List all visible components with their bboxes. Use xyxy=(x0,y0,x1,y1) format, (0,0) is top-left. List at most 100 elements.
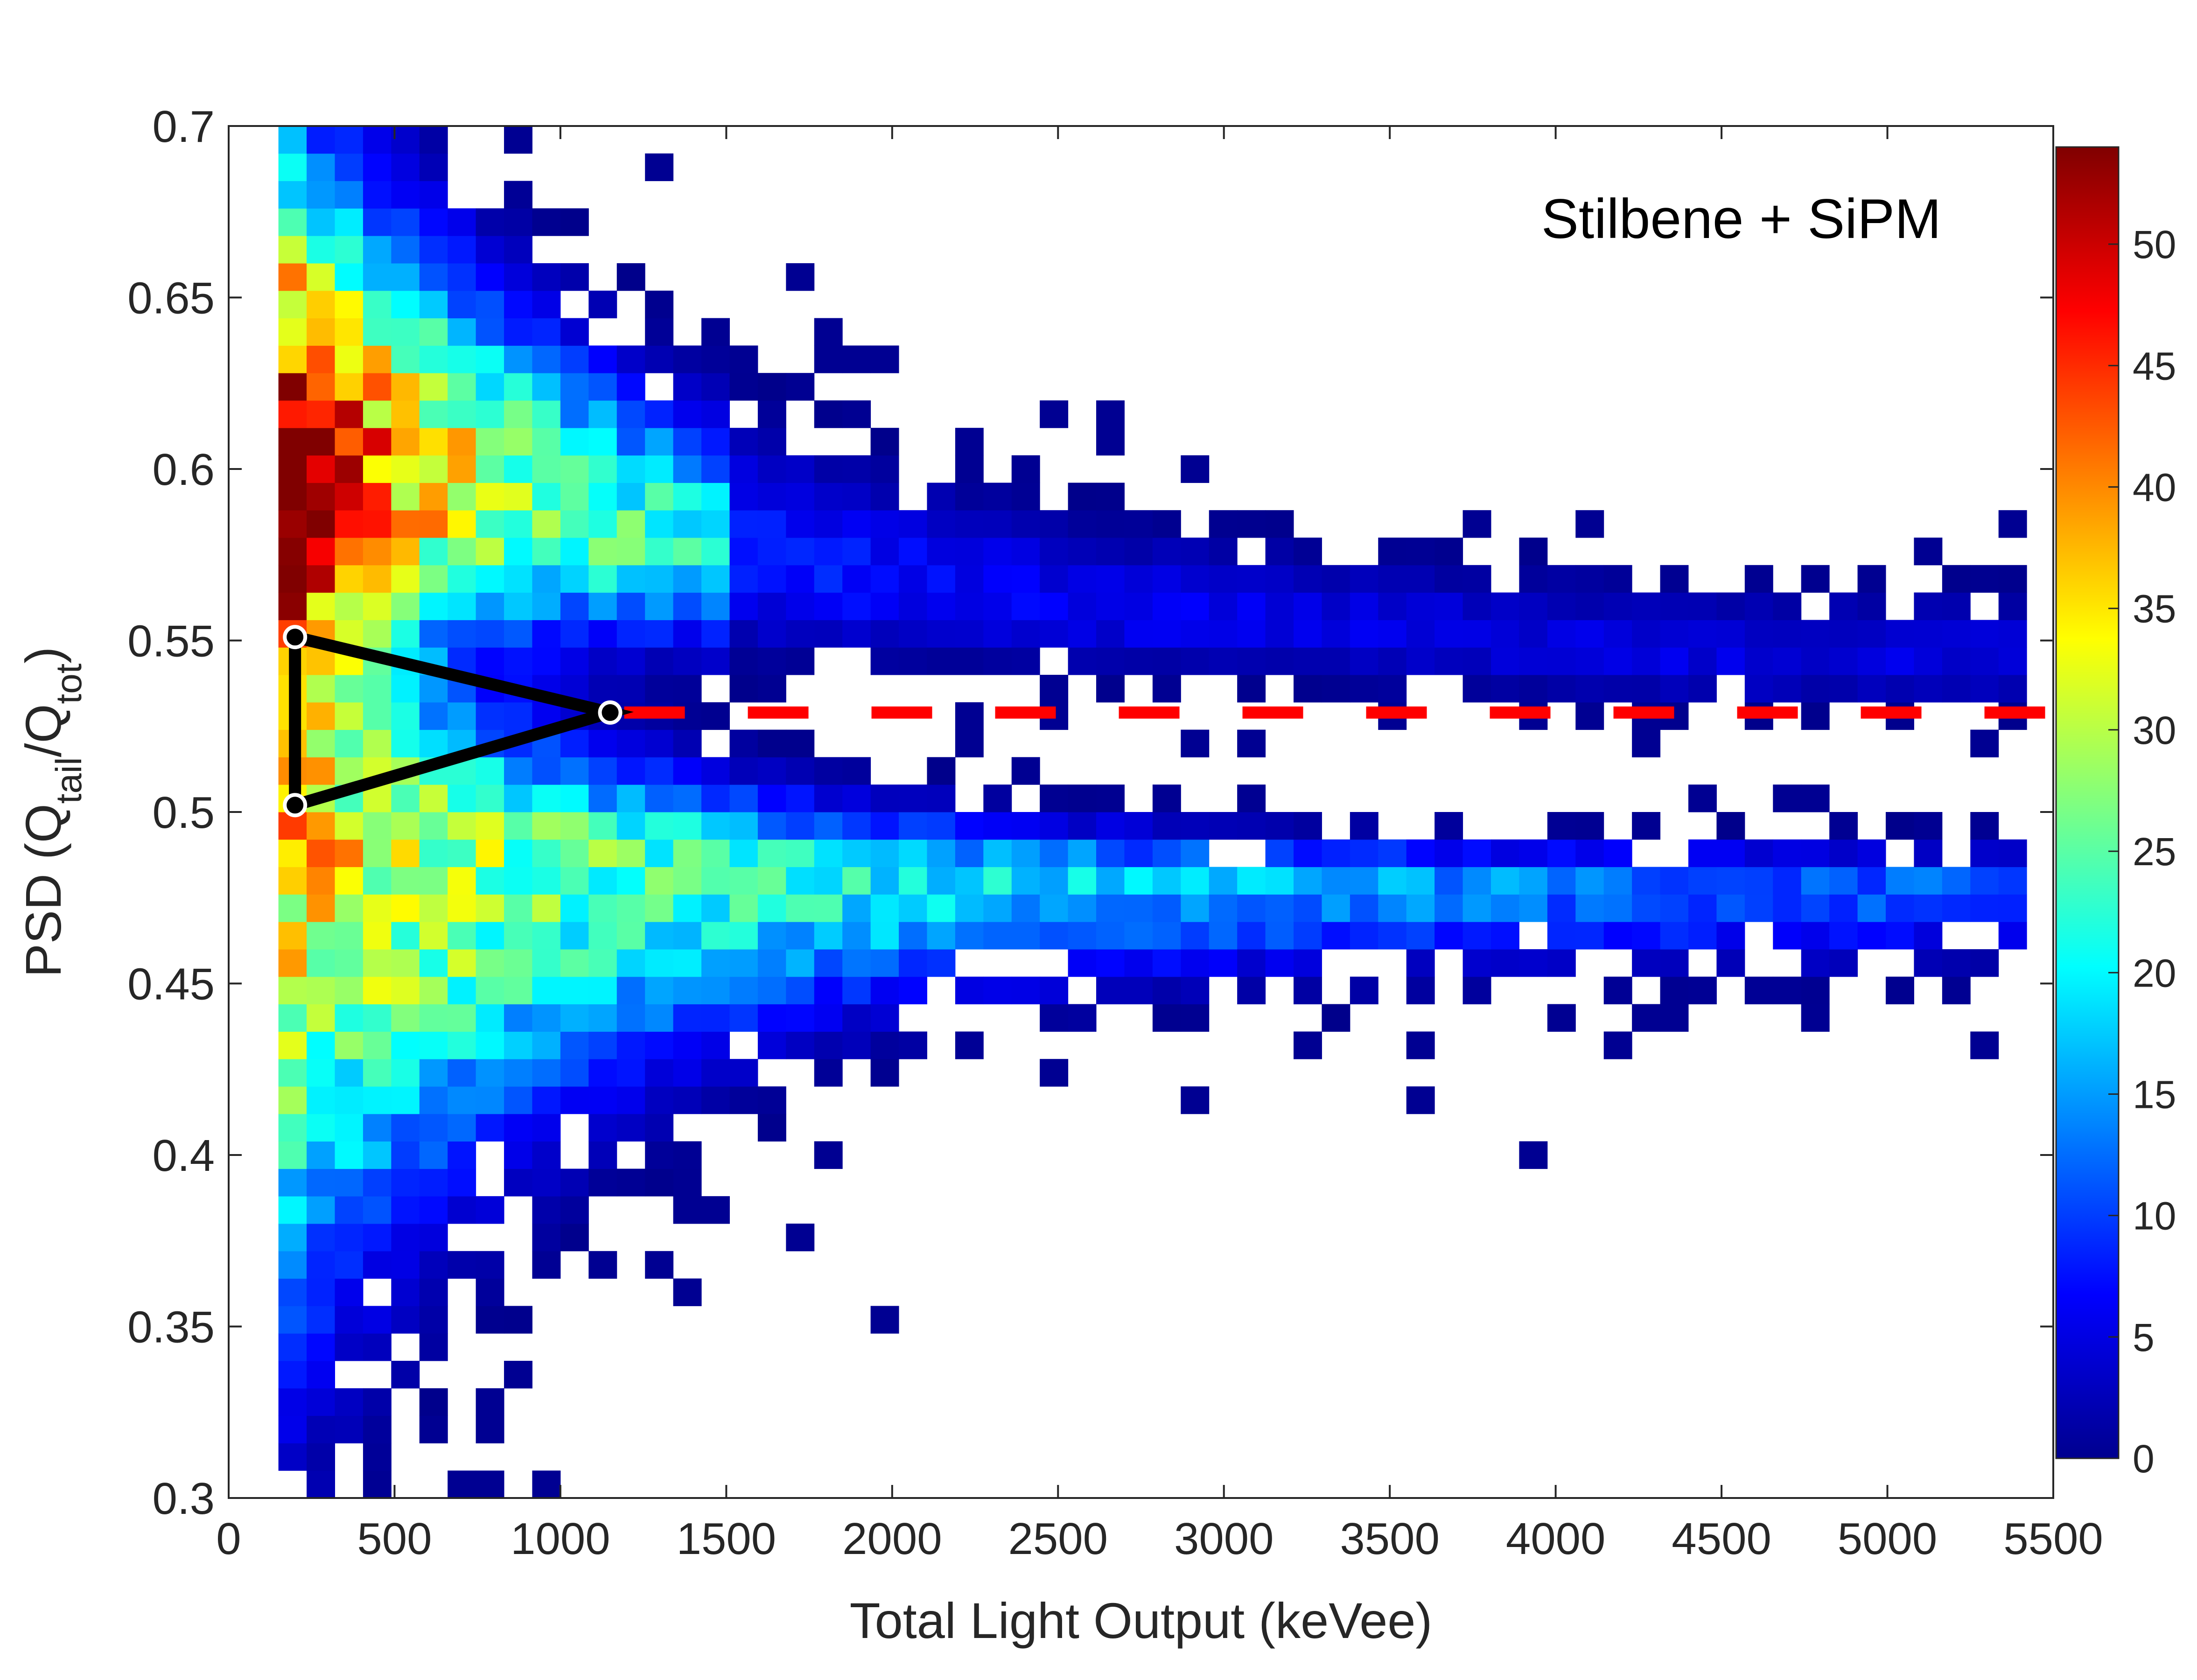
heatmap-bin xyxy=(899,565,927,593)
heatmap-bin xyxy=(870,867,899,895)
heatmap-bin xyxy=(1857,565,1886,593)
heatmap-bin xyxy=(645,345,674,373)
colorbar-tick-label: 0 xyxy=(2133,1437,2155,1481)
heatmap-bin xyxy=(1801,894,1830,922)
heatmap-bin xyxy=(1265,839,1294,868)
heatmap-bin xyxy=(560,922,589,950)
heatmap-bin xyxy=(532,757,561,785)
heatmap-bin xyxy=(1265,949,1294,977)
triangle-vertex xyxy=(283,793,308,818)
heatmap-bin xyxy=(560,1086,589,1114)
heatmap-bin xyxy=(363,208,392,236)
heatmap-bin xyxy=(1716,647,1745,675)
heatmap-bin xyxy=(616,510,645,538)
heatmap-bin xyxy=(899,894,927,922)
heatmap-bin xyxy=(701,702,730,730)
heatmap-bin xyxy=(476,1196,504,1224)
heatmap-bin xyxy=(1294,620,1322,648)
heatmap-bin xyxy=(645,592,674,620)
heatmap-bin xyxy=(1462,510,1491,538)
heatmap-bin xyxy=(814,345,843,373)
heatmap-bin xyxy=(1068,894,1097,922)
heatmap-bin xyxy=(419,1224,448,1252)
heatmap-bin xyxy=(1322,922,1350,950)
heatmap-bin xyxy=(786,922,815,950)
heatmap-bin xyxy=(335,538,364,566)
heatmap-bin xyxy=(1068,922,1097,950)
heatmap-bin xyxy=(532,592,561,620)
heatmap-bin xyxy=(307,373,335,401)
heatmap-bin xyxy=(448,483,476,511)
heatmap-bin xyxy=(1181,538,1210,566)
heatmap-bin xyxy=(757,455,786,483)
heatmap-bin xyxy=(645,290,674,319)
heatmap-bin xyxy=(1068,1004,1097,1032)
heatmap-bin xyxy=(307,894,335,922)
heatmap-bin xyxy=(1914,839,1943,868)
colorbar-tick-label: 15 xyxy=(2133,1072,2176,1116)
heatmap-bin xyxy=(1011,510,1040,538)
heatmap-bin xyxy=(363,1415,392,1443)
heatmap-bin xyxy=(1575,702,1604,730)
heatmap-bin xyxy=(363,538,392,566)
heatmap-bin xyxy=(335,976,364,1005)
heatmap-bin xyxy=(1773,675,1802,703)
heatmap-bin xyxy=(673,345,702,373)
heatmap-bin xyxy=(391,181,420,209)
heatmap-bin xyxy=(1519,647,1548,675)
heatmap-bin xyxy=(814,976,843,1005)
heatmap-bin xyxy=(1744,894,1773,922)
heatmap-bin xyxy=(560,976,589,1005)
heatmap-bin xyxy=(1829,949,1858,977)
x-tick-label: 5000 xyxy=(1838,1514,1938,1564)
heatmap-bin xyxy=(786,455,815,483)
heatmap-bin xyxy=(757,373,786,401)
heatmap-bin xyxy=(1406,894,1435,922)
heatmap-bin xyxy=(616,812,645,840)
heatmap-bin xyxy=(757,894,786,922)
heatmap-bin xyxy=(1096,565,1125,593)
heatmap-bin xyxy=(1406,867,1435,895)
heatmap-bin xyxy=(1011,976,1040,1005)
heatmap-bin xyxy=(476,1470,504,1498)
heatmap-bin xyxy=(1716,894,1745,922)
heatmap-bin xyxy=(560,620,589,648)
heatmap-bin xyxy=(335,675,364,703)
heatmap-bin xyxy=(729,757,758,785)
heatmap-bin xyxy=(1181,922,1210,950)
heatmap-bin xyxy=(391,1169,420,1197)
heatmap-bin xyxy=(1519,565,1548,593)
heatmap-bin xyxy=(1294,922,1322,950)
heatmap-bin xyxy=(673,538,702,566)
heatmap-bin xyxy=(1406,949,1435,977)
heatmap-bin xyxy=(476,592,504,620)
heatmap-bin xyxy=(391,318,420,346)
heatmap-bin xyxy=(1632,949,1661,977)
heatmap-bin xyxy=(532,208,561,236)
heatmap-bin xyxy=(307,1388,335,1416)
heatmap-bin xyxy=(504,702,532,730)
heatmap-bin xyxy=(1716,922,1745,950)
heatmap-bin xyxy=(1350,675,1378,703)
heatmap-bin xyxy=(476,290,504,319)
heatmap-bin xyxy=(1575,565,1604,593)
y-axis-label: PSD (Qtail/Qtot) xyxy=(15,647,89,977)
heatmap-bin xyxy=(560,1004,589,1032)
heatmap-bin xyxy=(616,1031,645,1059)
heatmap-bin xyxy=(419,1169,448,1197)
heatmap-bin xyxy=(701,345,730,373)
heatmap-bin xyxy=(757,1004,786,1032)
heatmap-bin xyxy=(307,1443,335,1471)
heatmap-bin xyxy=(757,729,786,757)
heatmap-bin xyxy=(278,565,307,593)
heatmap-bin xyxy=(391,208,420,236)
heatmap-bin xyxy=(391,455,420,483)
heatmap-bin xyxy=(448,1059,476,1087)
heatmap-bin xyxy=(814,565,843,593)
heatmap-bin xyxy=(307,839,335,868)
heatmap-bin xyxy=(786,867,815,895)
heatmap-bin xyxy=(419,455,448,483)
heatmap-bin xyxy=(786,483,815,511)
heatmap-bin xyxy=(870,976,899,1005)
heatmap-bin xyxy=(1209,620,1238,648)
